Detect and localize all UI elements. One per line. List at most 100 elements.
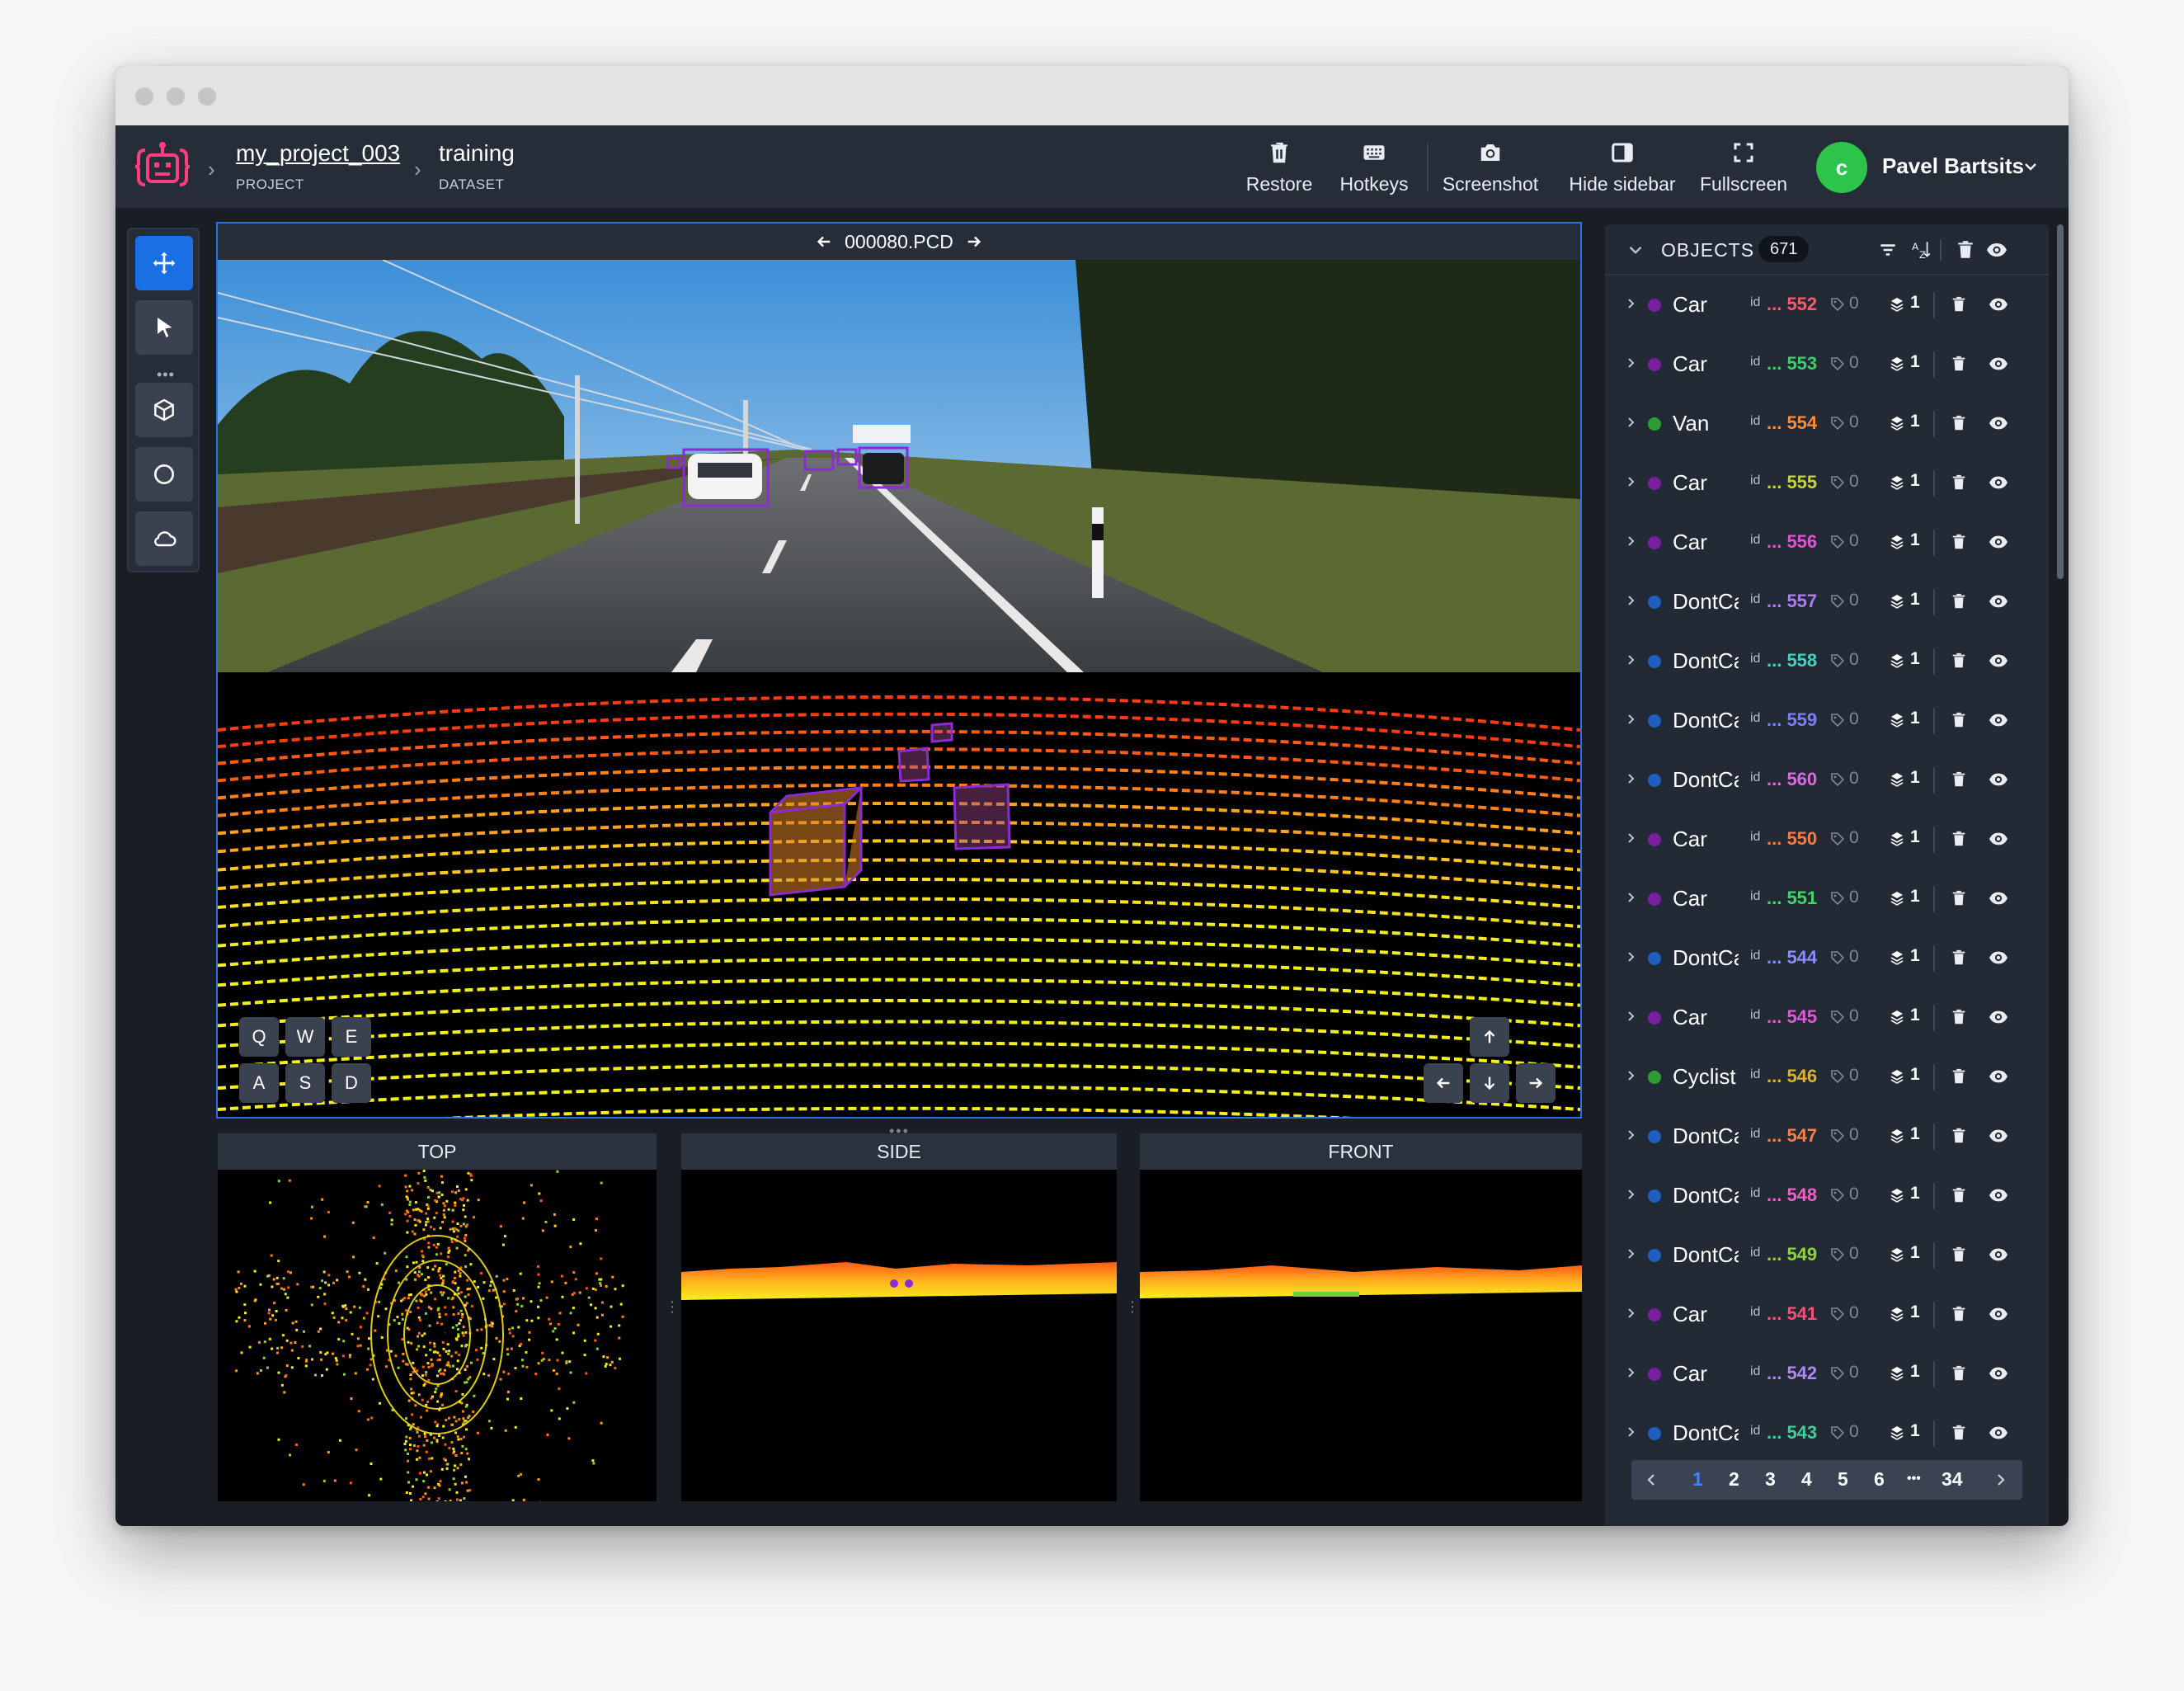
objects-scrollbar[interactable] xyxy=(2057,224,2064,579)
chevron-right-icon[interactable] xyxy=(1625,594,1638,607)
object-row[interactable]: Car id ... 551 0 1 xyxy=(1605,869,2049,929)
eye-icon[interactable] xyxy=(1988,652,2009,670)
eye-icon[interactable] xyxy=(1988,355,2009,373)
eye-icon[interactable] xyxy=(1988,1067,2009,1086)
chevron-right-icon[interactable] xyxy=(1625,1128,1638,1142)
eye-icon[interactable] xyxy=(1988,1127,2009,1145)
prev-page-button[interactable] xyxy=(1643,1471,1659,1493)
page-last-button[interactable]: 34 xyxy=(1942,1468,1963,1490)
camera-image[interactable] xyxy=(218,260,1580,672)
object-row[interactable]: DontCare id ... 560 0 1 xyxy=(1605,751,2049,810)
chevron-right-icon[interactable] xyxy=(1625,416,1638,429)
arrow-left-icon[interactable] xyxy=(815,233,833,251)
breadcrumb-dataset[interactable]: training xyxy=(439,140,515,166)
chevron-right-icon[interactable] xyxy=(1625,713,1638,726)
eye-icon[interactable] xyxy=(1988,1246,2009,1264)
trash-icon[interactable] xyxy=(1955,239,1976,261)
trash-icon[interactable] xyxy=(1950,414,1968,432)
object-row[interactable]: DontCare id ... 544 0 1 xyxy=(1605,929,2049,988)
object-row[interactable]: Car id ... 556 0 1 xyxy=(1605,513,2049,572)
trash-icon[interactable] xyxy=(1950,1186,1968,1204)
pointcloud-tool-button[interactable] xyxy=(135,511,193,566)
top-view-canvas[interactable] xyxy=(218,1170,657,1501)
page-1-button[interactable]: 1 xyxy=(1692,1468,1703,1490)
page-3-button[interactable]: 3 xyxy=(1765,1468,1776,1490)
object-row[interactable]: Van id ... 554 0 1 xyxy=(1605,394,2049,454)
top-view-panel[interactable]: TOP xyxy=(218,1133,657,1501)
eye-icon[interactable] xyxy=(1988,592,2009,610)
chevron-right-icon[interactable] xyxy=(1625,1247,1638,1260)
chevron-right-icon[interactable] xyxy=(1625,772,1638,785)
front-view-panel[interactable]: FRONT xyxy=(1140,1133,1582,1501)
page-5-button[interactable]: 5 xyxy=(1838,1468,1848,1490)
hotkey-w-button[interactable]: W xyxy=(285,1017,325,1057)
object-row[interactable]: Car id ... 541 0 1 xyxy=(1605,1285,2049,1345)
window-maximize-dot[interactable] xyxy=(198,87,216,106)
object-row[interactable]: DontCare id ... 547 0 1 xyxy=(1605,1107,2049,1166)
eye-icon[interactable] xyxy=(1986,239,2007,261)
trash-icon[interactable] xyxy=(1950,1364,1968,1382)
eye-icon[interactable] xyxy=(1988,1424,2009,1442)
object-row[interactable]: Car id ... 550 0 1 xyxy=(1605,810,2049,869)
eye-icon[interactable] xyxy=(1988,1364,2009,1382)
object-row[interactable]: DontCare id ... 549 0 1 xyxy=(1605,1226,2049,1285)
side-view-canvas[interactable] xyxy=(681,1170,1117,1501)
chevron-right-icon[interactable] xyxy=(1625,1010,1638,1023)
chevron-right-icon[interactable] xyxy=(1625,1425,1638,1439)
page-4-button[interactable]: 4 xyxy=(1801,1468,1812,1490)
sort-alpha-icon[interactable]: AZ xyxy=(1910,239,1932,261)
hide-sidebar-button[interactable]: Hide sidebar xyxy=(1564,137,1681,198)
chevron-right-icon[interactable] xyxy=(1625,297,1638,310)
trash-icon[interactable] xyxy=(1950,949,1968,967)
pan-tool-button[interactable] xyxy=(135,236,193,290)
chevron-down-icon[interactable] xyxy=(2022,158,2039,175)
eye-icon[interactable] xyxy=(1988,1305,2009,1323)
chevron-right-icon[interactable] xyxy=(1625,1366,1638,1379)
page-2-button[interactable]: 2 xyxy=(1729,1468,1739,1490)
object-row[interactable]: Car id ... 555 0 1 xyxy=(1605,454,2049,513)
robot-logo-icon[interactable] xyxy=(134,139,191,195)
eye-icon[interactable] xyxy=(1988,830,2009,848)
trash-icon[interactable] xyxy=(1950,830,1968,848)
page-6-button[interactable]: 6 xyxy=(1874,1468,1885,1490)
window-minimize-dot[interactable] xyxy=(167,87,185,106)
object-row[interactable]: DontCare id ... 548 0 1 xyxy=(1605,1166,2049,1226)
cuboid-tool-button[interactable] xyxy=(135,383,193,437)
object-row[interactable]: Cyclist id ... 546 0 1 xyxy=(1605,1048,2049,1107)
chevron-down-icon[interactable] xyxy=(1625,239,1646,261)
hotkey-d-button[interactable]: D xyxy=(332,1063,371,1103)
main-3d-viewport[interactable]: 000080.PCD xyxy=(216,222,1582,1119)
object-row[interactable]: DontCare id ... 543 0 1 xyxy=(1605,1404,2049,1463)
chevron-right-icon[interactable] xyxy=(1625,950,1638,963)
trash-icon[interactable] xyxy=(1950,1067,1968,1086)
camera-right-button[interactable] xyxy=(1516,1063,1556,1103)
trash-icon[interactable] xyxy=(1950,1008,1968,1026)
fullscreen-button[interactable]: Fullscreen xyxy=(1696,137,1791,198)
screenshot-button[interactable]: Screenshot xyxy=(1440,137,1541,198)
object-row[interactable]: DontCare id ... 558 0 1 xyxy=(1605,632,2049,691)
user-avatar[interactable]: c xyxy=(1816,142,1867,193)
chevron-right-icon[interactable] xyxy=(1625,1307,1638,1320)
front-view-canvas[interactable] xyxy=(1140,1170,1582,1501)
hotkey-a-button[interactable]: A xyxy=(239,1063,279,1103)
object-row[interactable]: DontCare id ... 559 0 1 xyxy=(1605,691,2049,751)
eye-icon[interactable] xyxy=(1988,949,2009,967)
eye-icon[interactable] xyxy=(1988,1186,2009,1204)
eye-icon[interactable] xyxy=(1988,1008,2009,1026)
trash-icon[interactable] xyxy=(1950,711,1968,729)
trash-icon[interactable] xyxy=(1950,295,1968,313)
hotkey-q-button[interactable]: Q xyxy=(239,1017,279,1057)
trash-icon[interactable] xyxy=(1950,1305,1968,1323)
hotkeys-button[interactable]: Hotkeys xyxy=(1334,137,1414,198)
trash-icon[interactable] xyxy=(1950,1127,1968,1145)
trash-icon[interactable] xyxy=(1950,355,1968,373)
point-tool-button[interactable] xyxy=(135,447,193,502)
eye-icon[interactable] xyxy=(1988,295,2009,313)
window-close-dot[interactable] xyxy=(135,87,153,106)
side-view-panel[interactable]: SIDE xyxy=(681,1133,1117,1501)
chevron-right-icon[interactable] xyxy=(1625,831,1638,845)
chevron-right-icon[interactable] xyxy=(1625,891,1638,904)
filter-icon[interactable] xyxy=(1877,239,1899,261)
eye-icon[interactable] xyxy=(1988,889,2009,907)
chevron-right-icon[interactable] xyxy=(1625,1069,1638,1082)
